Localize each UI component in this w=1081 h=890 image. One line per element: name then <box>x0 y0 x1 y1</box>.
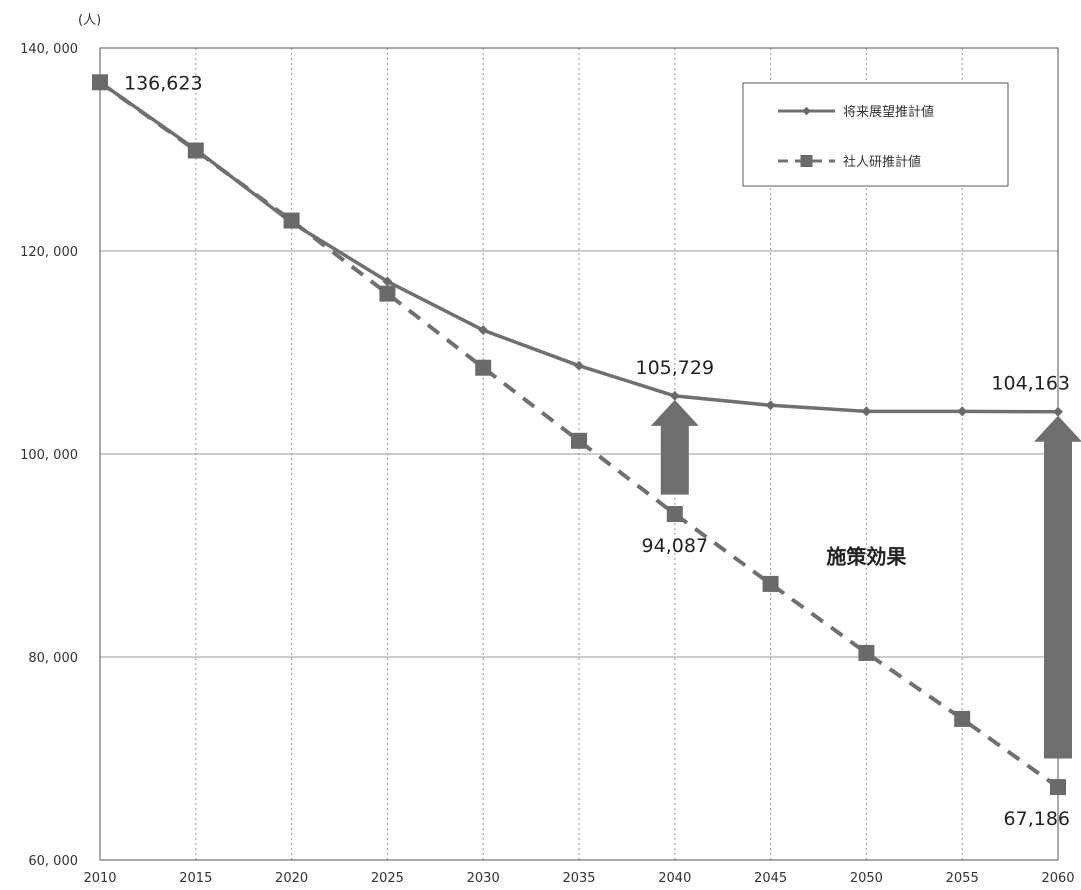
x-tick-label: 2045 <box>754 871 787 886</box>
legend-marker <box>800 155 813 167</box>
series-marker-square <box>954 710 971 727</box>
effect-arrow-1 <box>650 399 699 495</box>
data-label: 104,163 <box>991 373 1070 395</box>
series-marker-square <box>92 74 108 91</box>
legend-box <box>742 82 1009 187</box>
series-marker-square <box>666 506 683 523</box>
x-tick-label: 2010 <box>83 871 116 886</box>
x-tick-label: 2015 <box>179 871 212 886</box>
x-tick-label: 2050 <box>850 871 883 886</box>
series-marker-square <box>1050 779 1066 796</box>
series-marker-diamond <box>574 360 584 371</box>
labels: 136,623 105,729 94,087 104,163 67,186 施策効果 <box>124 72 1070 830</box>
series-marker-diamond <box>669 390 680 401</box>
series-marker-diamond <box>382 276 393 287</box>
series-marker-square <box>475 359 492 376</box>
series-marker-diamond <box>861 406 872 417</box>
effect-arrow-2 <box>1034 415 1081 759</box>
data-label: 94,087 <box>642 535 708 557</box>
legend-label: 社人研推計値 <box>843 154 921 170</box>
series-marker-square <box>858 644 875 661</box>
y-tick-label: 80, 000 <box>28 651 78 666</box>
effect-label: 施策効果 <box>826 545 906 569</box>
data-label: 105,729 <box>636 357 715 379</box>
effect-arrows <box>650 399 1081 759</box>
x-tick-label: 2040 <box>658 871 691 886</box>
legend-label: 将来展望推計値 <box>843 104 934 120</box>
y-tick-label: 100, 000 <box>20 448 78 463</box>
x-tick-label: 2020 <box>275 871 308 886</box>
series-marker-square <box>187 142 204 159</box>
x-tick-label: 2055 <box>946 871 979 886</box>
x-tick-label: 2060 <box>1041 871 1074 886</box>
series-marker-diamond <box>957 406 968 417</box>
data-label: 136,623 <box>124 72 203 94</box>
x-tick-label: 2030 <box>467 871 500 886</box>
series-marker-diamond <box>1053 406 1063 417</box>
series-marker-diamond <box>765 400 776 411</box>
series-marker-square <box>762 575 779 592</box>
y-tick-label: 60, 000 <box>28 854 78 869</box>
series-marker-square <box>571 432 587 449</box>
series-marker-square <box>379 285 396 302</box>
y-unit-label: (人) <box>78 13 101 28</box>
y-tick-label: 140, 000 <box>20 42 78 57</box>
data-label: 67,186 <box>1004 808 1070 830</box>
series <box>92 74 1066 796</box>
x-tick-label: 2025 <box>371 871 404 886</box>
series-marker-square <box>283 212 300 229</box>
series-line-2 <box>98 80 1060 789</box>
x-tick-label: 2035 <box>562 871 595 886</box>
y-tick-label: 120, 000 <box>20 245 78 260</box>
series-marker-diamond <box>478 325 489 336</box>
axes: 60, 000 80, 000 100, 000 120, 000 140, 000 20… <box>20 13 1074 886</box>
